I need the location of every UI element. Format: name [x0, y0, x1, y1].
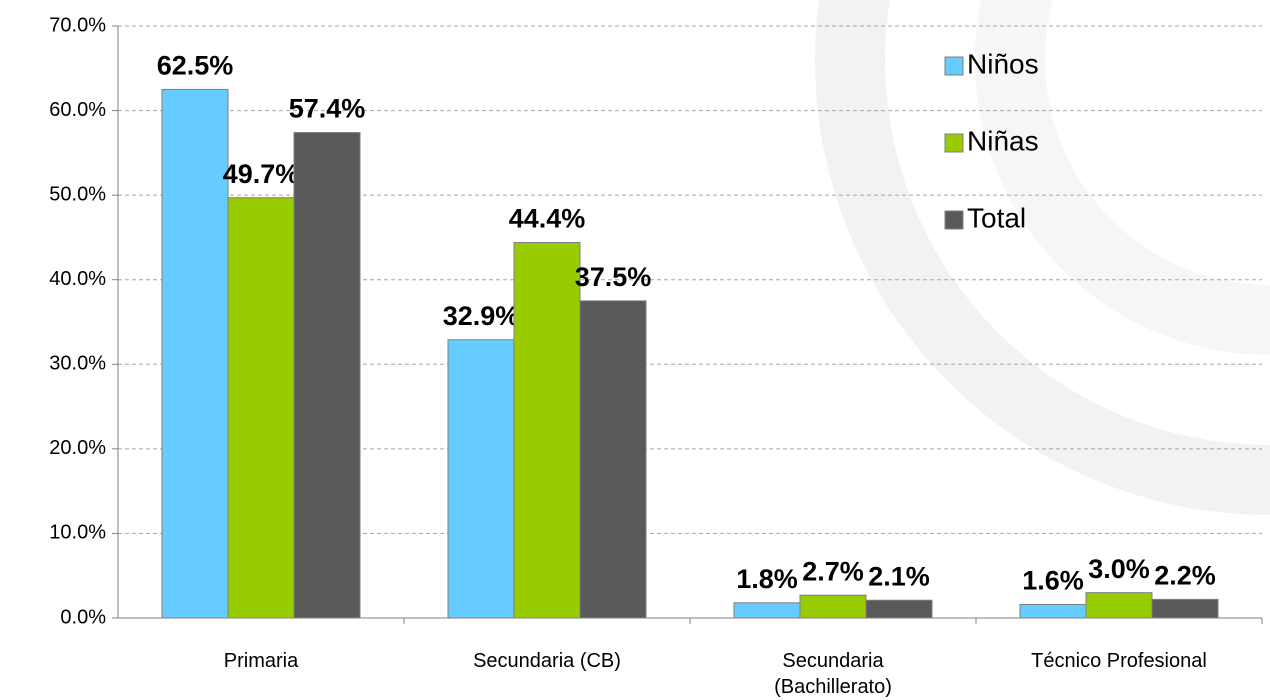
bar — [447, 339, 515, 619]
data-label: 1.6% — [1022, 566, 1084, 596]
legend-label: Total — [967, 202, 1026, 233]
data-label: 57.4% — [289, 94, 366, 124]
x-tick-label: Secundaria (Bachillerato) — [774, 650, 892, 698]
y-tick-label: 20.0% — [49, 437, 106, 459]
data-label: 1.8% — [736, 564, 798, 594]
y-tick-label: 70.0% — [49, 14, 106, 36]
bar — [1151, 598, 1219, 619]
data-label: 62.5% — [157, 51, 234, 81]
bar — [799, 594, 867, 619]
x-tick-label: Secundaria (CB) — [473, 650, 621, 672]
bar — [579, 300, 647, 619]
legend-swatch — [944, 210, 964, 230]
data-label: 37.5% — [575, 262, 652, 292]
y-tick-label: 50.0% — [49, 183, 106, 205]
x-tick-label: Técnico Profesional — [1031, 650, 1207, 672]
bar — [293, 132, 361, 619]
data-label: 2.2% — [1154, 561, 1216, 591]
bar — [865, 599, 933, 619]
legend-label: Niños — [967, 48, 1039, 79]
data-label: 49.7% — [223, 159, 300, 189]
data-label: 3.0% — [1088, 554, 1150, 584]
x-tick-label: Primaria — [223, 650, 299, 672]
legend-swatch — [944, 56, 964, 76]
legend-label: Niñas — [967, 125, 1039, 156]
y-tick-label: 40.0% — [49, 268, 106, 290]
bar — [227, 197, 295, 619]
y-tick-label: 30.0% — [49, 353, 106, 375]
data-label: 32.9% — [443, 301, 520, 331]
data-label: 44.4% — [509, 204, 586, 234]
bar — [733, 602, 801, 619]
bar — [513, 242, 581, 619]
y-tick-label: 0.0% — [60, 606, 106, 628]
bar — [1085, 592, 1153, 619]
data-label: 2.7% — [802, 556, 864, 586]
bar — [1019, 603, 1087, 619]
legend-swatch — [944, 133, 964, 153]
y-tick-label: 60.0% — [49, 99, 106, 121]
y-tick-label: 10.0% — [49, 522, 106, 544]
data-label: 2.1% — [868, 561, 930, 591]
background-decor — [815, 0, 1270, 515]
bar — [161, 88, 229, 619]
